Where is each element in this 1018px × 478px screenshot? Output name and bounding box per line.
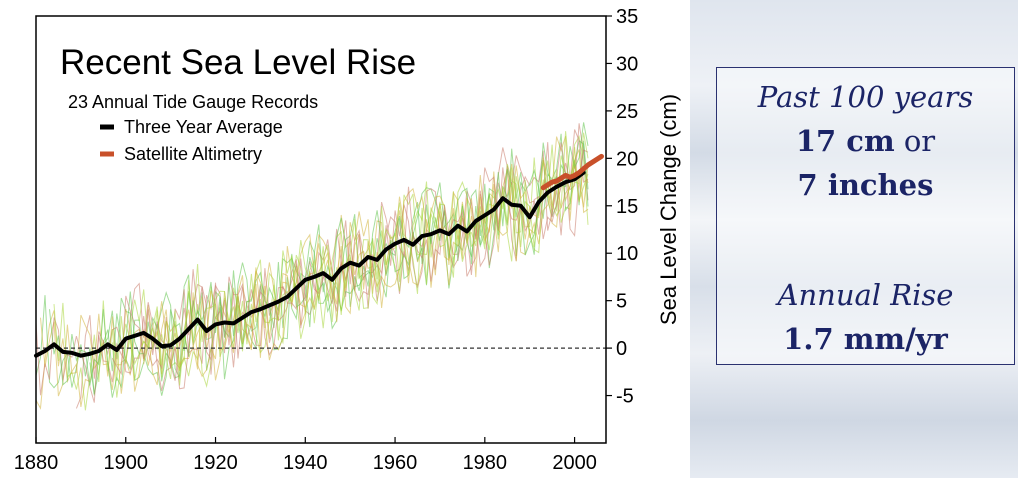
info-rise-cm-value: 17 cm bbox=[795, 124, 895, 158]
three-year-average-line bbox=[34, 170, 586, 358]
info-heading-annual-rise: Annual Rise bbox=[777, 278, 954, 312]
info-annual-rate: 1.7 mm/yr bbox=[783, 322, 948, 356]
x-tick-label: 1900 bbox=[104, 452, 149, 474]
tide-gauge-records bbox=[35, 122, 589, 411]
series-layer bbox=[34, 153, 604, 358]
y-tick-label: 5 bbox=[616, 291, 627, 313]
x-tick-label: 1960 bbox=[373, 452, 418, 474]
y-tick-label: 10 bbox=[616, 243, 638, 265]
legend-label: Satellite Altimetry bbox=[124, 144, 262, 164]
info-rise-inches: 7 inches bbox=[797, 168, 934, 202]
plot-frame bbox=[35, 15, 607, 444]
x-axis: 1880 1900 1920 1940 1960 1980 2000 bbox=[14, 437, 597, 474]
sea-level-chart: 1880 1900 1920 1940 1960 1980 2000 -5 0 5 10 15 20 2… bbox=[14, 6, 681, 474]
x-tick-label: 1980 bbox=[463, 452, 508, 474]
x-tick-label: 2000 bbox=[552, 452, 597, 474]
info-joiner: or bbox=[894, 124, 936, 158]
legend-label: Three Year Average bbox=[124, 117, 283, 137]
chart-area: 1880 1900 1920 1940 1960 1980 2000 -5 0 5 10 15 20 2… bbox=[14, 6, 681, 474]
y-tick-label: 20 bbox=[616, 148, 638, 170]
chart-subtitle: 23 Annual Tide Gauge Records bbox=[68, 92, 318, 112]
tide-gauge-trace bbox=[53, 132, 589, 411]
x-tick-label: 1920 bbox=[193, 452, 238, 474]
info-heading-past-100-years: Past 100 years bbox=[757, 80, 974, 114]
y-tick-label: 0 bbox=[616, 338, 627, 360]
satellite-altimetry-line bbox=[540, 153, 604, 191]
chart-title: Recent Sea Level Rise bbox=[60, 43, 416, 82]
y-tick-label: 35 bbox=[616, 6, 638, 28]
y-tick-label: 30 bbox=[616, 53, 638, 75]
info-rise-cm: 17 cm or bbox=[717, 124, 1014, 158]
x-tick-label: 1880 bbox=[14, 452, 59, 474]
tide-gauge-trace bbox=[120, 131, 589, 386]
y-tick-label: 25 bbox=[616, 101, 638, 123]
y-tick-label: -5 bbox=[616, 386, 634, 408]
y-tick-label: 15 bbox=[616, 196, 638, 218]
tide-gauge-trace bbox=[35, 142, 589, 403]
info-box: Past 100 years 17 cm or 7 inches Annual … bbox=[716, 67, 1015, 365]
x-tick-label: 1940 bbox=[283, 452, 328, 474]
chart-legend: Three Year Average Satellite Altimetry bbox=[100, 117, 283, 164]
y-axis-label: Sea Level Change (cm) bbox=[656, 94, 681, 325]
y-axis: -5 0 5 10 15 20 25 30 35 bbox=[606, 6, 638, 408]
